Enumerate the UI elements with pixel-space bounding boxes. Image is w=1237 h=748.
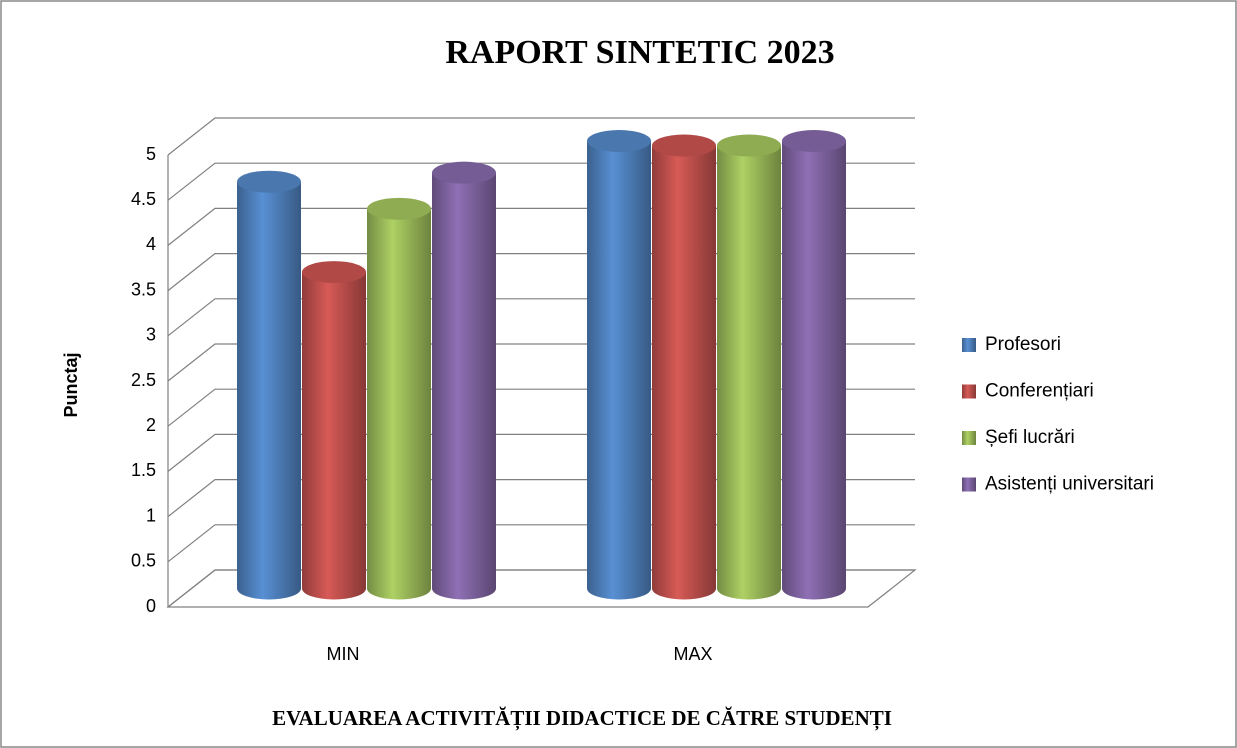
y-tick-label: 2.5 <box>131 370 156 390</box>
bar-top <box>652 134 716 157</box>
y-tick-label: 1.5 <box>131 460 156 480</box>
y-tick-label: 0.5 <box>131 551 156 571</box>
legend-swatch <box>962 384 976 399</box>
legend-swatch <box>962 338 976 352</box>
bar-top <box>367 197 431 220</box>
y-tick-label: 1 <box>146 505 156 525</box>
bar <box>237 181 301 600</box>
x-tick-label: MIN <box>327 644 360 664</box>
x-tick-label: MAX <box>673 644 712 664</box>
legend-label: Conferențiari <box>985 381 1094 402</box>
bar <box>717 145 781 600</box>
bar <box>652 145 716 600</box>
bar-top <box>717 134 781 157</box>
y-tick-label: 4 <box>146 234 156 254</box>
bar-top <box>432 161 496 184</box>
chart-subtitle: EVALUAREA ACTIVITĂȚII DIDACTICE DE CĂTRE… <box>272 706 892 731</box>
bar-top <box>302 261 366 284</box>
bar <box>302 272 366 600</box>
legend-label: Profesori <box>985 334 1061 355</box>
y-tick-label: 5 <box>146 144 156 164</box>
y-tick-label: 3 <box>146 325 156 345</box>
bar-top <box>237 170 301 193</box>
bar <box>782 141 846 600</box>
y-axis-label: Punctaj <box>61 352 81 417</box>
y-tick-label: 0 <box>146 596 156 616</box>
grid-line <box>167 117 915 156</box>
chart-title: RAPORT SINTETIC 2023 <box>445 34 834 71</box>
y-tick-label: 2 <box>146 415 156 435</box>
bar <box>367 208 431 600</box>
bar-top <box>587 130 651 153</box>
y-tick-label: 3.5 <box>131 279 156 299</box>
legend-swatch <box>962 431 976 445</box>
legend-label: Șefi lucrări <box>985 427 1075 448</box>
bar <box>432 172 496 600</box>
legend-label: Asistenți universitari <box>985 474 1154 495</box>
bar <box>587 141 651 600</box>
y-tick-label: 4.5 <box>131 189 156 209</box>
legend-swatch <box>962 477 976 492</box>
bar-top <box>782 130 846 153</box>
